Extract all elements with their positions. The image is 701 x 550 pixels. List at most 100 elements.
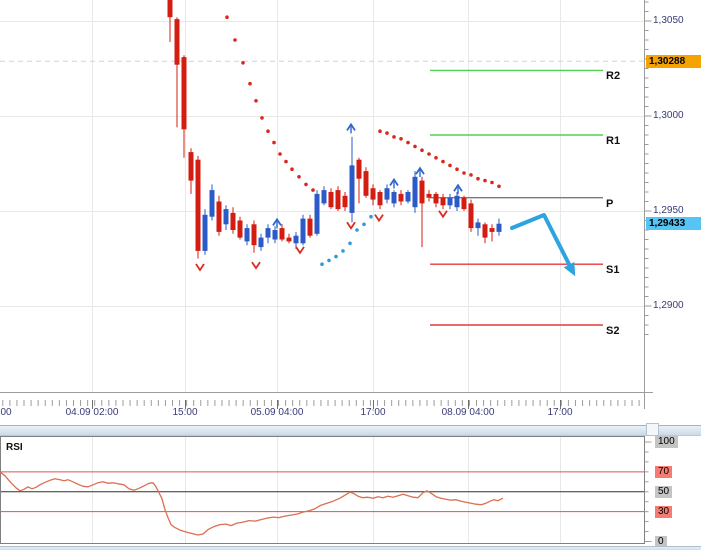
price-axis-label: 1,2950	[653, 205, 684, 216]
candle-bull	[300, 218, 306, 244]
time-axis-label: 08.09 04:00	[441, 407, 495, 418]
candle-bear	[286, 237, 292, 242]
scroll-corner-icon	[646, 423, 659, 436]
candle-bear	[356, 159, 362, 179]
sar-dot	[241, 61, 245, 65]
rsi-panel	[0, 436, 652, 544]
sar-dot	[406, 140, 410, 145]
trend-arrow-drawing[interactable]	[510, 213, 576, 277]
candle-bull	[412, 176, 418, 208]
sar-dot	[490, 180, 494, 185]
sar-dot	[320, 262, 324, 267]
candle-bull	[272, 230, 278, 240]
sar-dot	[233, 38, 237, 42]
candle-bear	[251, 224, 257, 246]
candle-bull	[447, 197, 453, 206]
candle-bull	[209, 190, 215, 217]
candle-bear	[370, 188, 376, 200]
candle-bull	[384, 188, 390, 200]
candle-bear	[440, 197, 446, 206]
bottom-separator	[0, 546, 701, 550]
sar-dot	[476, 176, 480, 181]
candle-bear	[167, 0, 173, 18]
candle-bull	[258, 237, 264, 248]
fractal-down-arrow-icon	[295, 246, 305, 255]
rsi-axis-label-50: 50	[655, 485, 673, 498]
price-tag: 1,29433	[646, 217, 701, 231]
candle-bull	[454, 195, 460, 208]
trend-arrow-line[interactable]	[510, 213, 574, 272]
price-axis-ticks	[644, 1, 652, 335]
pivot-label-S2: S2	[606, 325, 620, 337]
sar-dot	[284, 159, 288, 164]
fractal-up-arrow-icon	[389, 177, 399, 186]
time-axis-label: 17:00	[360, 407, 386, 418]
candle-bear	[342, 195, 348, 208]
sar-dot	[427, 152, 431, 156]
candle-bull	[321, 190, 327, 204]
sar-dot	[327, 258, 331, 263]
time-axis-label: 05.09 04:00	[250, 407, 304, 418]
candle-bear	[195, 159, 201, 251]
sar-dot	[225, 15, 229, 19]
sar-dot	[248, 81, 252, 86]
sar-dot	[260, 116, 264, 120]
fractal-up-arrow-icon	[453, 183, 463, 192]
candle-bear	[489, 228, 495, 232]
trend-arrow-head[interactable]	[563, 262, 576, 277]
candle-bull	[314, 193, 320, 234]
sar-dot	[413, 144, 417, 149]
rsi-line	[0, 471, 504, 536]
rsi-axis-label-100: 100	[655, 436, 678, 448]
fractal-up-arrow-icon	[415, 166, 425, 175]
rsi-indicator-label: RSI	[6, 442, 23, 453]
candle-bear	[398, 193, 404, 202]
candles	[167, 0, 502, 259]
time-axis-label: 04.09 02:00	[65, 407, 119, 418]
sar-dot	[304, 182, 308, 187]
sar-dot	[355, 228, 359, 232]
grid	[0, 0, 644, 543]
panel-separator[interactable]	[0, 425, 701, 436]
candle-bear	[216, 201, 222, 232]
candle-bull	[349, 165, 355, 213]
fractal-down-arrow-icon	[438, 210, 448, 219]
candle-bear	[174, 19, 180, 65]
parabolic-sar-dots	[225, 15, 501, 267]
time-axis-label: 00	[0, 407, 12, 418]
sar-dot	[278, 152, 282, 156]
fractal-down-arrow-icon	[195, 263, 205, 272]
fractal-down-arrow-icon	[374, 214, 384, 223]
candle-bear	[482, 224, 488, 238]
candle-bull	[244, 228, 250, 242]
sar-dot	[483, 178, 487, 183]
sar-dot	[420, 148, 424, 152]
sar-dot	[266, 129, 270, 133]
candle-bull	[265, 228, 271, 238]
time-axis-label: 17:00	[547, 407, 573, 418]
candle-bear	[433, 193, 439, 204]
price-tag: 1,30288	[646, 54, 701, 68]
sar-dot	[441, 159, 445, 164]
candle-bear	[188, 152, 194, 181]
candle-bear	[307, 218, 313, 236]
candle-bear	[237, 220, 243, 238]
sar-dot	[334, 254, 338, 259]
candle-bear	[181, 57, 187, 130]
candle-bull	[293, 235, 299, 244]
rsi-axis-label-30: 30	[655, 505, 673, 518]
sar-dot	[462, 171, 466, 175]
candle-bull	[496, 223, 502, 232]
sar-dot	[378, 129, 382, 133]
candle-bear	[461, 197, 467, 210]
candle-bear	[335, 190, 341, 210]
candle-bear	[426, 193, 432, 198]
candle-bear	[419, 180, 425, 204]
pivot-label-R1: R1	[606, 135, 621, 147]
fractal-arrows	[195, 122, 463, 272]
pivot-label-R2: R2	[606, 70, 621, 83]
sar-dot	[362, 222, 366, 227]
rsi-axis-label-0: 0	[655, 535, 667, 548]
sar-dot	[434, 156, 438, 160]
